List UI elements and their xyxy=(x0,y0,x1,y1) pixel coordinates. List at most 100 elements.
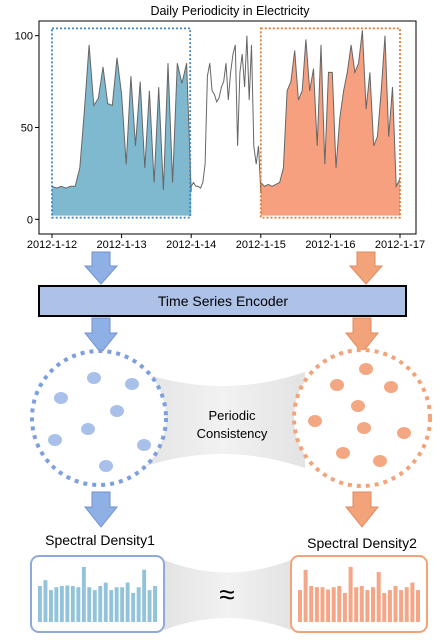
spectral-bar xyxy=(142,569,147,622)
spectral-bar xyxy=(136,587,141,622)
right-cluster-dots xyxy=(308,363,411,467)
right-dot xyxy=(336,447,350,459)
time-series-encoder-box xyxy=(38,285,407,317)
spectral-bar xyxy=(365,590,370,622)
spectral-bar xyxy=(49,590,53,622)
left-dot xyxy=(87,372,101,384)
left-dot xyxy=(110,405,124,417)
consistency-text: Consistency xyxy=(197,426,268,441)
spectral-bar xyxy=(153,586,157,622)
spectral-bar xyxy=(382,593,387,622)
right-dot xyxy=(357,422,371,434)
right-dot xyxy=(397,427,411,439)
electricity-series-line xyxy=(51,30,401,192)
arrow-down-left-mid xyxy=(83,317,119,354)
spectral-bar xyxy=(354,587,359,622)
left-dot xyxy=(81,423,95,435)
chart-title: Daily Periodicity in Electricity xyxy=(150,4,310,18)
arrow-down-left-bottom xyxy=(83,491,119,528)
left-highlight-area xyxy=(52,44,192,216)
arrow-down-right-top xyxy=(348,251,384,285)
spectral-bar xyxy=(309,586,314,622)
y-tick-label: 50 xyxy=(21,123,33,135)
y-tick-label: 0 xyxy=(27,214,33,226)
right-dot xyxy=(384,381,398,393)
periodic-text: Periodic xyxy=(209,408,256,423)
spectral-density1-bars xyxy=(38,566,157,622)
spectral-bar xyxy=(416,590,420,622)
spectral-bar xyxy=(98,586,103,622)
encoder-label: Time Series Encoder xyxy=(158,293,289,309)
left-dot xyxy=(99,460,113,472)
spectral-bar xyxy=(410,582,415,622)
right-dot xyxy=(351,400,365,412)
left-cluster-circle xyxy=(30,349,168,487)
spectral-density2-box xyxy=(290,555,428,633)
right-dot xyxy=(373,455,387,467)
spectral-bar xyxy=(103,582,108,622)
arrow-down-right-bottom xyxy=(344,491,380,528)
x-tick-label: 2012-1-13 xyxy=(97,239,147,251)
right-dot xyxy=(359,363,373,375)
y-tick-label: 100 xyxy=(15,31,33,43)
spectral-bar xyxy=(92,590,97,622)
spectral-bar xyxy=(65,585,70,622)
right-highlight-frame xyxy=(259,27,401,219)
spectral-bar xyxy=(59,586,64,622)
spectral-bar xyxy=(326,589,331,622)
left-dot xyxy=(125,378,139,390)
spectral-bar xyxy=(331,587,336,622)
x-tick-label: 2012-1-16 xyxy=(305,239,355,251)
spectral-bar xyxy=(298,590,302,622)
spectral-bar xyxy=(70,586,75,622)
spectral-bar xyxy=(342,593,347,622)
x-tick-label: 2012-1-12 xyxy=(27,239,77,251)
spectral-density1-title: Spectral Density1 xyxy=(45,532,155,548)
spectral-bar xyxy=(81,566,86,622)
spectral-band xyxy=(164,560,291,630)
spectral-bar xyxy=(393,586,398,622)
x-tick-label: 2012-1-17 xyxy=(375,239,425,251)
spectral-bar xyxy=(109,590,114,622)
spectral-bar xyxy=(320,587,325,622)
spectral-bar xyxy=(131,593,136,622)
spectral-bar xyxy=(359,586,364,622)
approx-symbol: ≈ xyxy=(219,579,234,610)
arrow-down-right-mid xyxy=(344,317,380,354)
spectral-bar xyxy=(114,587,119,622)
x-tick-label: 2012-1-14 xyxy=(166,239,216,251)
right-highlight-area xyxy=(260,30,400,216)
left-cluster-dots xyxy=(48,372,151,472)
left-dot xyxy=(137,439,151,451)
spectral-bar xyxy=(371,587,375,622)
spectral-bar xyxy=(38,586,42,622)
spectral-bar xyxy=(399,590,404,622)
spectral-bar xyxy=(125,582,130,622)
spectral-bar xyxy=(147,590,152,622)
x-tick-label: 2012-1-15 xyxy=(236,239,286,251)
spectral-bar xyxy=(348,566,353,622)
spectral-bar xyxy=(120,587,125,622)
spectral-bar xyxy=(303,569,308,622)
left-dot xyxy=(54,392,68,404)
left-highlight-frame xyxy=(51,27,192,219)
spectral-bar xyxy=(54,587,59,622)
right-dot xyxy=(308,415,322,427)
spectral-density2-bars xyxy=(298,566,420,622)
spectral-bar xyxy=(87,587,92,622)
chart-layer: 0 50 100 2012-1-12 2012-1-13 2012-1-14 2012-1-… xyxy=(15,27,425,251)
spectral-bar xyxy=(337,586,342,622)
spectral-density1-box xyxy=(30,555,165,633)
spectral-bar xyxy=(314,587,319,622)
right-dot xyxy=(330,379,344,391)
spectral-density2-title: Spectral Density2 xyxy=(307,535,417,551)
spectral-bar xyxy=(387,590,392,622)
spectral-bar xyxy=(404,587,409,622)
left-dot xyxy=(48,434,62,446)
consistency-band xyxy=(140,372,305,468)
spectral-bar xyxy=(76,587,81,622)
spectral-bar xyxy=(376,572,381,622)
arrow-down-left-top xyxy=(83,251,119,285)
spectral-bar xyxy=(43,580,48,622)
